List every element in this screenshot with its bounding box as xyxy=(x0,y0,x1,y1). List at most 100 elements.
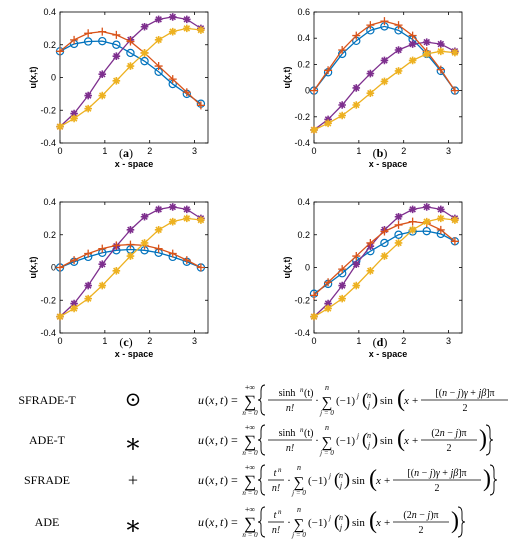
y-tick-label: -0.2 xyxy=(294,112,310,122)
series-line xyxy=(313,230,456,295)
data-point xyxy=(70,109,78,118)
formula-text: ( xyxy=(205,393,209,407)
formula-text: n! xyxy=(286,443,294,454)
data-point xyxy=(183,24,191,33)
formula-text: ) = xyxy=(224,473,238,487)
data-point xyxy=(408,31,417,40)
formula-text: x xyxy=(208,393,215,407)
data-point xyxy=(408,205,417,214)
data-point xyxy=(56,263,64,272)
formula-text: t xyxy=(220,393,224,407)
data-point xyxy=(70,304,78,313)
data-point xyxy=(408,226,417,234)
plot-area xyxy=(313,201,463,334)
formula-text: ( xyxy=(334,511,340,532)
data-point xyxy=(408,56,417,65)
formula-text: n! xyxy=(272,525,280,536)
x-tick-label: 3 xyxy=(446,336,451,346)
data-point xyxy=(451,216,459,224)
formula-text: ) = xyxy=(224,515,238,529)
data-point xyxy=(183,15,191,24)
formula-text: ∑ xyxy=(322,395,333,411)
panel-label: (b) xyxy=(373,146,388,160)
data-point xyxy=(84,249,93,258)
data-point xyxy=(380,238,389,248)
formula-text: n xyxy=(297,505,301,514)
panel-a: 0 1 2 3 -0.4 -0.2 0 0.2 0.4 x - space u(x,t) (a) xyxy=(28,7,209,169)
data-point xyxy=(154,244,163,253)
formula-text: j xyxy=(367,441,371,450)
data-point xyxy=(451,48,459,57)
x-tick-label: 2 xyxy=(147,146,152,156)
formula-text: t xyxy=(274,468,277,479)
data-point xyxy=(422,50,431,58)
y-tick-label: 0.2 xyxy=(297,59,310,69)
formula-text: n xyxy=(325,423,329,432)
formula-text: t xyxy=(220,473,224,487)
data-point xyxy=(324,278,333,287)
x-tick-label: 2 xyxy=(401,336,406,346)
y-tick-label: 0.2 xyxy=(43,40,56,50)
data-point xyxy=(126,48,135,58)
data-point xyxy=(422,38,431,46)
data-point xyxy=(366,266,375,275)
series-line xyxy=(59,248,202,269)
y-axis-label: u(x,t) xyxy=(282,67,292,89)
formula-text: j = 0 xyxy=(291,531,306,539)
y-tick-label: -0.4 xyxy=(294,328,310,338)
x-tick-label: 3 xyxy=(192,146,197,156)
x-tick-label: 0 xyxy=(311,146,316,156)
formula-text: +∞ xyxy=(245,423,256,432)
formula-text: t xyxy=(274,510,277,521)
formula-text: ( xyxy=(205,473,209,487)
data-point xyxy=(168,75,177,84)
data-point xyxy=(437,47,445,56)
x-tick-label: 0 xyxy=(311,336,316,346)
data-point xyxy=(126,37,135,46)
data-point xyxy=(437,205,445,214)
data-point xyxy=(154,36,163,44)
plot-area xyxy=(59,11,209,144)
data-point xyxy=(182,88,191,97)
formula-text: x xyxy=(403,395,409,407)
formula-text: n! xyxy=(272,483,280,494)
formula-text: n = 0 xyxy=(242,449,258,457)
formula-text: + xyxy=(384,517,390,529)
formula-text: (−1) xyxy=(308,475,327,487)
formula-text: j = 0 xyxy=(319,449,334,457)
data-point xyxy=(422,203,431,211)
formula-text: j = 0 xyxy=(319,409,334,417)
legend-symbol: ∗ xyxy=(124,429,142,458)
formula-text: (−1) xyxy=(308,517,327,529)
x-tick-label: 1 xyxy=(102,146,107,156)
data-point xyxy=(394,239,403,247)
y-tick-label: 0.4 xyxy=(43,197,56,207)
formula-text: 2 xyxy=(447,443,452,454)
x-axis-label: x - space xyxy=(369,349,408,359)
formula-text: n xyxy=(367,431,371,440)
formula-text: n xyxy=(339,513,343,522)
data-point xyxy=(98,36,107,46)
data-point xyxy=(352,101,361,109)
formula-text: ) xyxy=(344,469,350,490)
data-point xyxy=(394,220,403,229)
data-point xyxy=(183,205,191,214)
formula-text: x xyxy=(208,515,215,529)
plot-area xyxy=(313,11,463,144)
data-point xyxy=(154,15,163,24)
legend-entry: SFRADE + u(x, t) = +∞∑n = 0t nn!·n∑j = 0(−1… xyxy=(24,463,498,497)
y-axis-label: u(x,t) xyxy=(28,257,38,279)
formula-text: j xyxy=(328,472,331,480)
data-point xyxy=(338,111,346,120)
data-point xyxy=(126,240,135,249)
data-point xyxy=(126,252,135,260)
data-point xyxy=(366,21,375,30)
x-tick-label: 1 xyxy=(102,336,107,346)
data-point xyxy=(436,65,445,74)
formula-text: sin xyxy=(352,517,365,529)
data-point xyxy=(98,27,107,36)
formula-text: u xyxy=(198,433,204,447)
